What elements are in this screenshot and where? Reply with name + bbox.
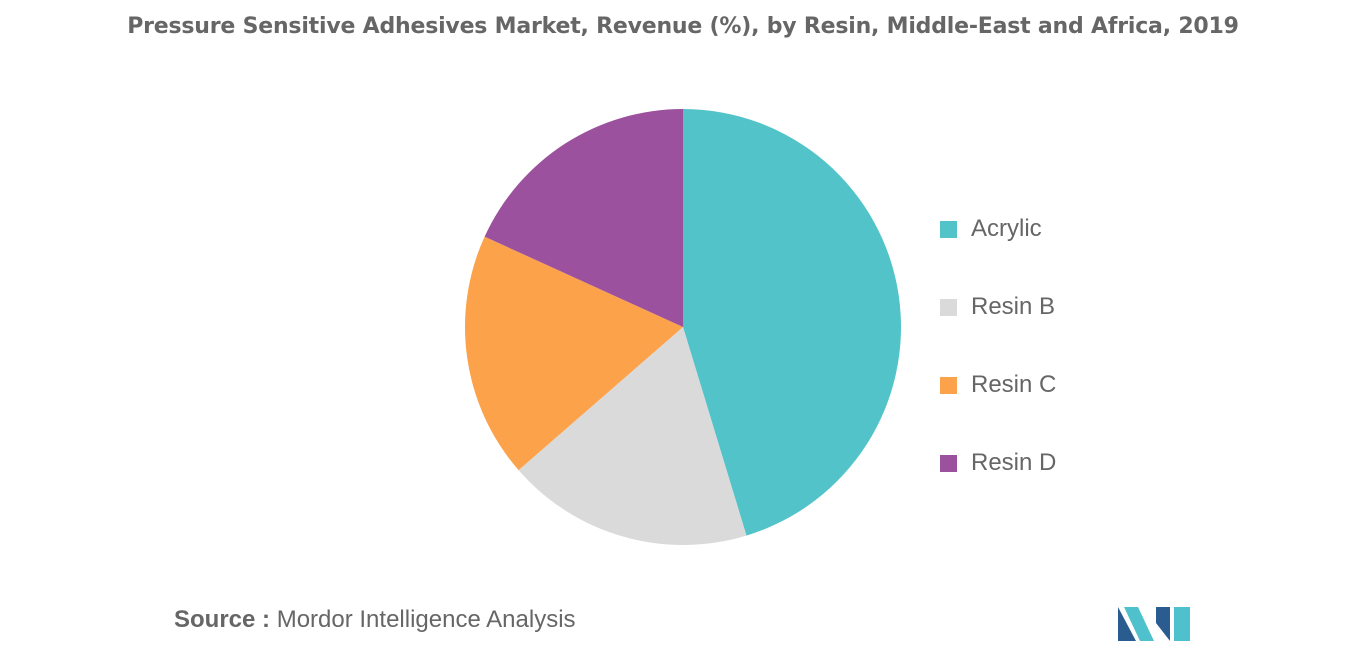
legend-item-resin-d: Resin D [940,424,1056,502]
legend-label-resin-b: Resin B [971,293,1056,320]
legend-label-acrylic: Acrylic [971,215,1042,242]
legend-item-acrylic: Acrylic [940,190,1056,268]
logo-shape-mid-right [1156,607,1170,641]
pie-slice-resin-d [484,109,683,327]
legend-swatch-resin-d [940,454,957,472]
pie-slice-resin-c [465,236,683,471]
legend-item-resin-c: Resin C [940,346,1056,424]
logo-shape-left [1118,607,1136,641]
legend-label-resin-d: Resin D [971,449,1057,476]
source-text: Mordor Intelligence Analysis [276,606,576,633]
legend: Acrylic Resin B Resin C Resin D [940,190,1056,502]
chart-title: Pressure Sensitive Adhesives Market, Rev… [127,14,1239,39]
pie-slice-acrylic [683,109,901,536]
legend-label-resin-c: Resin C [971,371,1057,398]
source-note: Source : Mordor Intelligence Analysis [174,606,576,634]
logo-shape-mid-left [1124,607,1154,641]
logo-shape-right [1174,607,1190,641]
mordor-intelligence-logo-icon [1118,607,1190,641]
legend-swatch-resin-b [940,298,957,316]
legend-swatch-acrylic [940,220,957,238]
legend-swatch-resin-c [940,376,957,394]
source-prefix: Source : [174,606,271,633]
legend-item-resin-b: Resin B [940,268,1056,346]
pie-slice-resin-b [518,327,747,545]
